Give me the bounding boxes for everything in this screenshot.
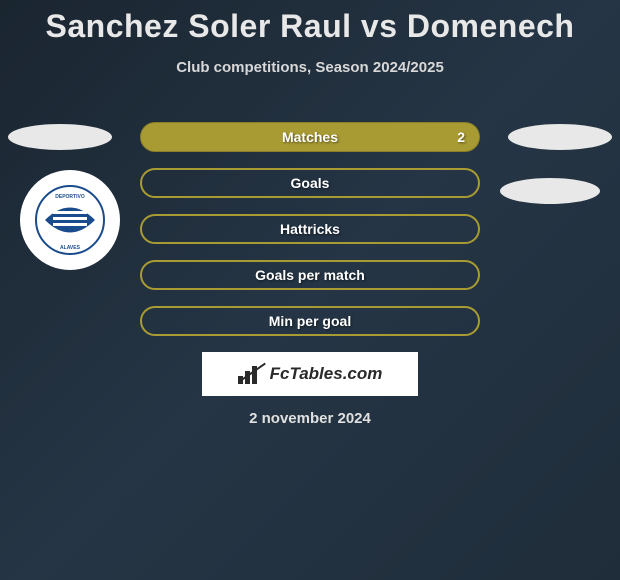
page-title: Sanchez Soler Raul vs Domenech xyxy=(0,0,620,45)
stat-row-hattricks: Hattricks xyxy=(140,214,480,244)
player-right-name-placeholder xyxy=(508,124,612,150)
stat-label: Goals per match xyxy=(255,267,365,283)
player-right-team-placeholder xyxy=(500,178,600,204)
chart-up-icon xyxy=(238,364,264,384)
stat-row-goals-per-match: Goals per match xyxy=(140,260,480,290)
stat-label: Matches xyxy=(282,129,338,145)
fctables-branding[interactable]: FcTables.com xyxy=(202,352,418,396)
stat-label: Goals xyxy=(291,175,330,191)
footer-date: 2 november 2024 xyxy=(0,410,620,427)
stat-value-right: 2 xyxy=(457,129,465,145)
player-left-team-badge: DEPORTIVO ALAVES xyxy=(20,170,120,270)
stat-row-goals: Goals xyxy=(140,168,480,198)
stat-row-matches: Matches 2 xyxy=(140,122,480,152)
alaves-badge-icon: DEPORTIVO ALAVES xyxy=(35,185,105,255)
player-left-name-placeholder xyxy=(8,124,112,150)
stat-label: Min per goal xyxy=(269,313,351,329)
stat-row-min-per-goal: Min per goal xyxy=(140,306,480,336)
stat-label: Hattricks xyxy=(280,221,340,237)
branding-text: FcTables.com xyxy=(270,364,383,384)
svg-text:DEPORTIVO: DEPORTIVO xyxy=(55,194,85,200)
stats-container: Matches 2 Goals Hattricks Goals per matc… xyxy=(140,122,480,352)
svg-text:ALAVES: ALAVES xyxy=(60,245,81,251)
page-subtitle: Club competitions, Season 2024/2025 xyxy=(0,59,620,76)
